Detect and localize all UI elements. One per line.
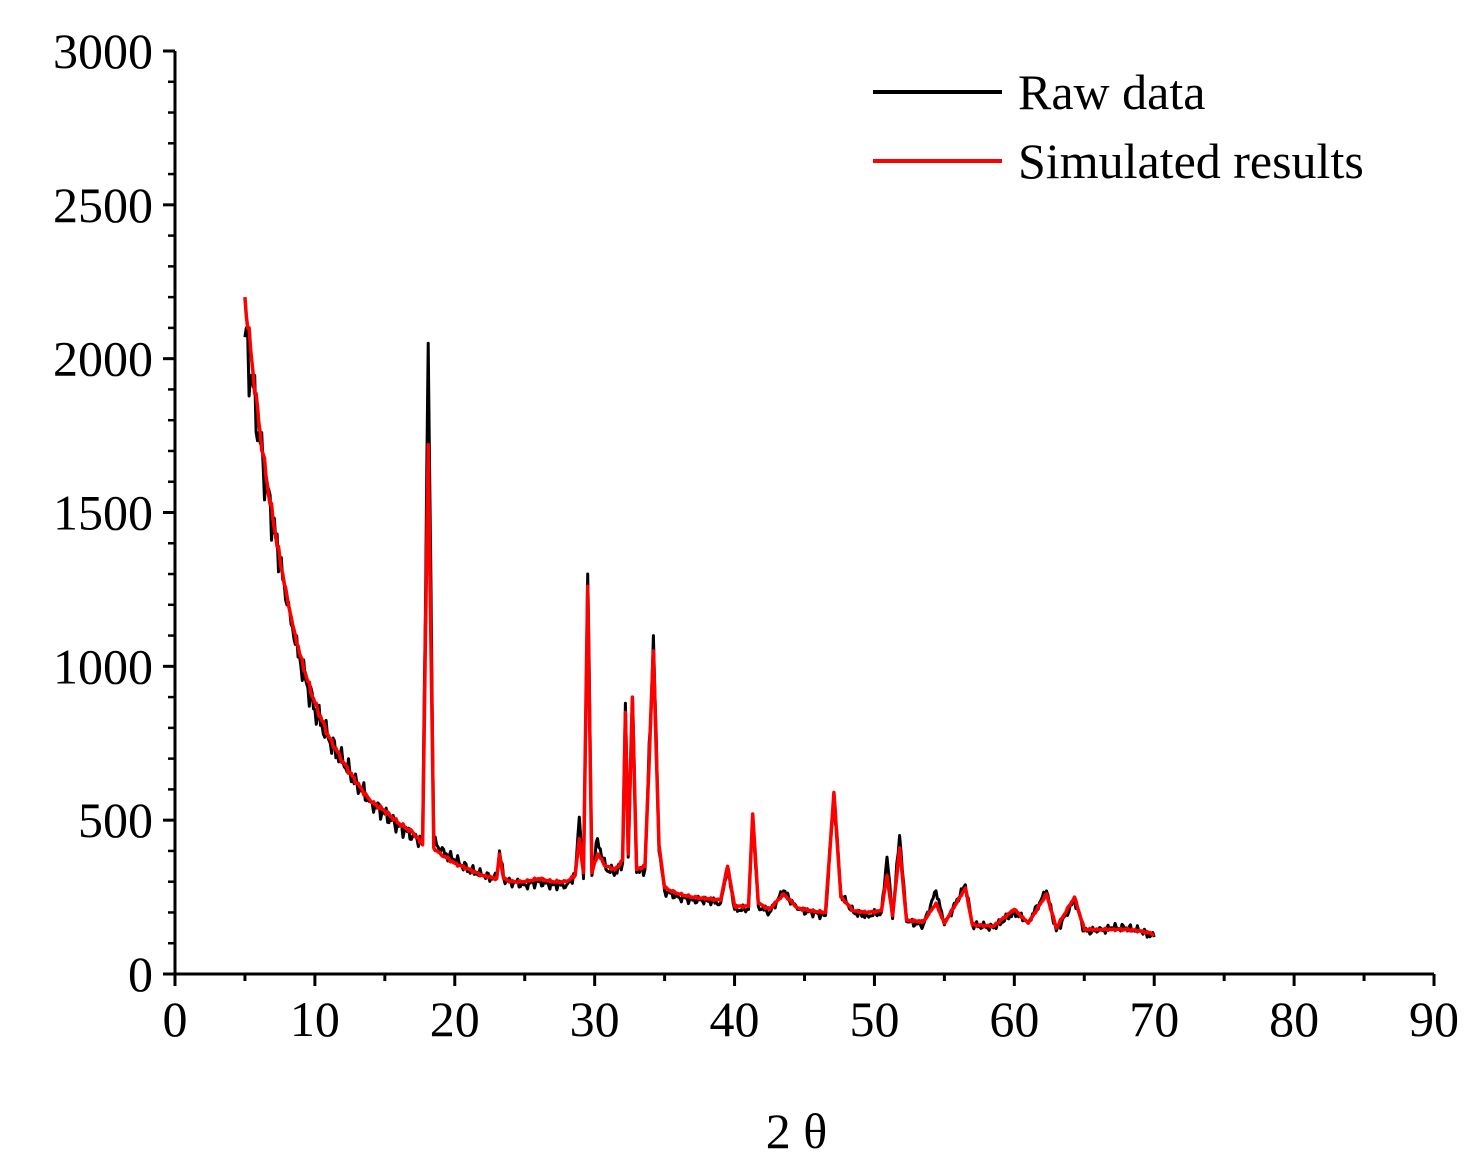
x-tick-label: 70: [1129, 991, 1179, 1047]
x-axis-title: 2 θ: [766, 1103, 827, 1159]
y-tick-label: 1000: [53, 638, 153, 694]
y-tick-label: 3000: [53, 23, 153, 79]
legend: Raw data Simulated results: [873, 64, 1364, 189]
y-tick-label: 2500: [53, 177, 153, 233]
x-tick-label: 0: [163, 991, 188, 1047]
legend-label: Simulated results: [1018, 133, 1364, 189]
x-tick-label: 30: [570, 991, 620, 1047]
series-simulated-results-line: [243, 296, 1155, 937]
y-tick-label: 0: [128, 946, 153, 1002]
series-raw-data-line: [243, 326, 1156, 939]
x-tick-label: 50: [849, 991, 899, 1047]
x-tick-label: 60: [989, 991, 1039, 1047]
x-tick-label: 80: [1269, 991, 1319, 1047]
x-tick-label: 20: [430, 991, 480, 1047]
x-tick-label: 40: [710, 991, 760, 1047]
legend-label: Raw data: [1018, 64, 1205, 120]
y-tick-label: 1500: [53, 485, 153, 541]
x-ticks: 0 10 20 30 40 50 60 70 80 90: [163, 974, 1459, 1047]
y-ticks: 0 500 1000 1500 2000 2500 3000: [53, 23, 175, 1002]
series-layer: [243, 296, 1156, 939]
axes-layer: [173, 51, 1434, 976]
x-tick-label: 90: [1409, 991, 1459, 1047]
y-tick-label: 500: [78, 792, 153, 848]
y-tick-label: 2000: [53, 331, 153, 387]
x-tick-label: 10: [290, 991, 340, 1047]
